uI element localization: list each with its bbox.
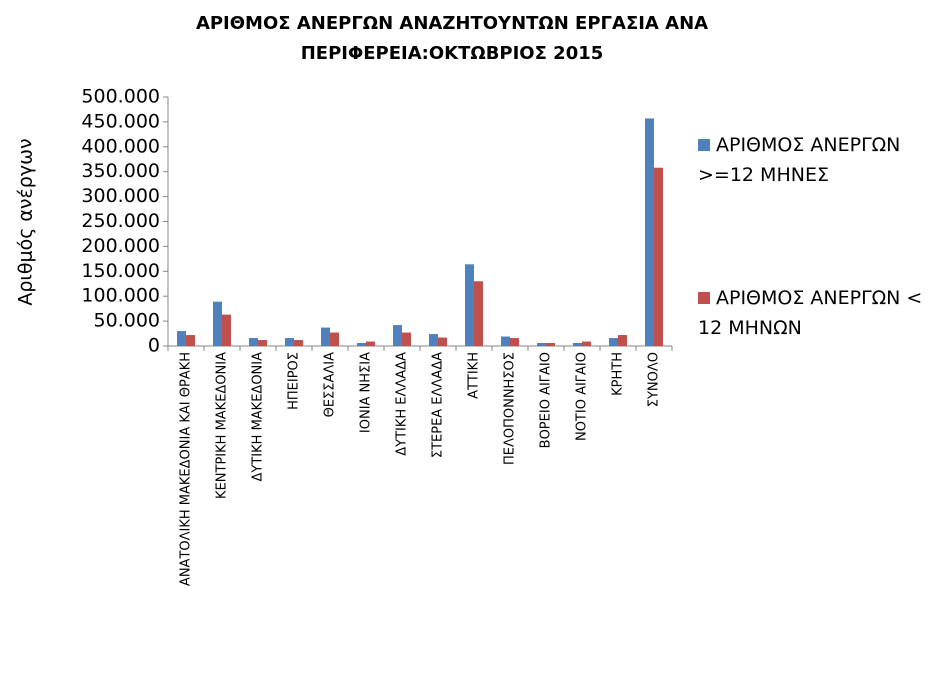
bar	[213, 301, 222, 346]
x-tick-label: ΚΕΝΤΡΙΚΗ ΜΑΚΕΔΟΝΙΑ	[215, 352, 230, 499]
x-tick-label: ΑΤΤΙΚΗ	[467, 352, 482, 399]
legend-item: ΑΡΙΘΜΟΣ ΑΝΕΡΓΩΝ < 12 ΜΗΝΩΝ	[698, 283, 936, 343]
chart-title: ΑΡΙΘΜΟΣ ΑΝΕΡΓΩΝ ΑΝΑΖΗΤΟΥΝΤΩΝ ΕΡΓΑΣΙΑ ΑΝΑ	[196, 13, 708, 34]
bar	[429, 334, 438, 346]
x-tick-label: ΘΕΣΣΑΛΙΑ	[323, 352, 338, 417]
x-tick-label: ΔΥΤΙΚΗ ΕΛΛΑΔΑ	[395, 352, 410, 456]
bar	[474, 281, 483, 346]
bar	[573, 343, 582, 346]
bar	[618, 335, 627, 346]
x-tick-label: ΔΥΤΙΚΗ ΜΑΚΕΔΟΝΙΑ	[251, 352, 266, 482]
bar	[510, 338, 519, 346]
bar	[177, 331, 186, 346]
legend-label: ΑΡΙΘΜΟΣ ΑΝΕΡΓΩΝ < 12 ΜΗΝΩΝ	[698, 287, 923, 339]
y-axis-label: Αριθμός ανέργων	[15, 138, 37, 305]
y-tick-label: 350.000	[81, 160, 160, 182]
legend-item: ΑΡΙΘΜΟΣ ΑΝΕΡΓΩΝ >=12 ΜΗΝΕΣ	[698, 130, 936, 190]
y-tick-label: 500.000	[81, 86, 160, 108]
x-tick-label: ΑΝΑΤΟΛΙΚΗ ΜΑΚΕΔΟΝΙΑ ΚΑΙ ΘΡΑΚΗ	[179, 352, 194, 586]
x-tick-label: ΝΟΤΙΟ ΑΙΓΑΙΟ	[575, 352, 590, 441]
bar	[537, 343, 546, 346]
bar	[285, 338, 294, 346]
x-tick-label: ΠΕΛΟΠΟΝΝΗΣΟΣ	[503, 352, 518, 465]
bar	[546, 343, 555, 346]
x-tick-label: ΣΥΝΟΛΟ	[647, 352, 662, 407]
bar	[186, 335, 195, 346]
bar	[582, 341, 591, 346]
y-tick-label: 50.000	[94, 310, 160, 332]
y-tick-label: 400.000	[81, 135, 160, 157]
y-tick-label: 250.000	[81, 210, 160, 232]
x-tick-label: ΒΟΡΕΙΟ ΑΙΓΑΙΟ	[539, 352, 554, 448]
bar	[249, 338, 258, 346]
bar	[366, 341, 375, 346]
bar	[654, 167, 663, 346]
y-tick-label: 300.000	[81, 185, 160, 207]
bar	[321, 327, 330, 346]
chart-title: ΠΕΡΙΦΕΡΕΙΑ:ΟΚΤΩΒΡΙΟΣ 2015	[301, 43, 604, 64]
bar	[501, 336, 510, 346]
x-tick-label: ΣΤΕΡΕΑ ΕΛΛΑΔΑ	[431, 352, 446, 458]
x-tick-label: ΙΟΝΙΑ ΝΗΣΙΑ	[359, 352, 374, 433]
bar	[294, 340, 303, 346]
bar	[357, 343, 366, 346]
bar	[465, 264, 474, 346]
legend-swatch	[698, 292, 710, 304]
y-tick-label: 150.000	[81, 260, 160, 282]
y-tick-label: 450.000	[81, 110, 160, 132]
y-tick-label: 100.000	[81, 285, 160, 307]
bar	[645, 118, 654, 346]
x-tick-label: ΚΡΗΤΗ	[611, 352, 626, 396]
bar	[438, 337, 447, 346]
x-tick-label: ΗΠΕΙΡΟΣ	[287, 352, 302, 410]
bar	[393, 325, 402, 346]
legend-label: ΑΡΙΘΜΟΣ ΑΝΕΡΓΩΝ >=12 ΜΗΝΕΣ	[698, 134, 901, 186]
bar	[330, 332, 339, 346]
bar	[609, 338, 618, 346]
y-tick-label: 0	[148, 335, 160, 357]
legend-swatch	[698, 139, 710, 151]
bar	[222, 314, 231, 346]
y-tick-label: 200.000	[81, 235, 160, 257]
bar	[258, 340, 267, 346]
bar	[402, 332, 411, 346]
